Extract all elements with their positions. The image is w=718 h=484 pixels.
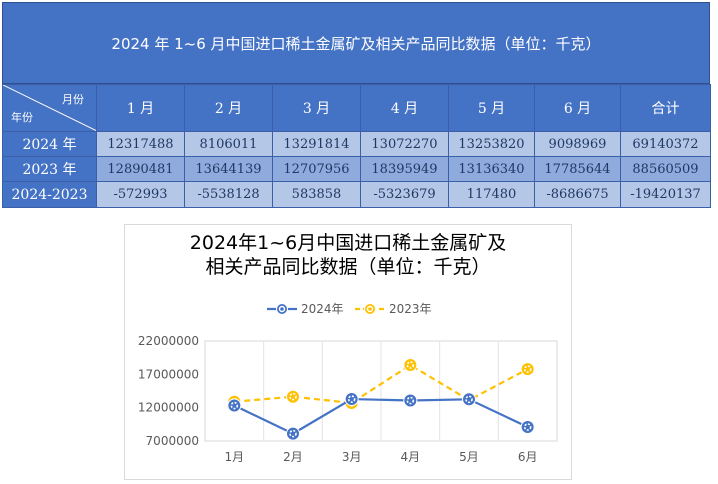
table-cell: 13072270 (360, 131, 449, 157)
data-point (520, 420, 535, 435)
data-table: 2024 年 1~6 月中国进口稀土金属矿及相关产品同比数据（单位：千克） 月份… (2, 2, 711, 208)
x-tick-label: 4月 (401, 450, 421, 464)
table-row: 2024-2023 -572993 -5538128 583858 -53236… (2, 181, 711, 208)
table-cell: 18395949 (360, 156, 449, 182)
data-point-pattern (347, 395, 356, 403)
table-cell: -572993 (96, 181, 185, 208)
table-cell: 17785644 (534, 156, 621, 182)
data-point-pattern (523, 423, 532, 431)
data-point (344, 392, 359, 407)
table-cell: 12890481 (96, 156, 185, 182)
col-header: 6 月 (534, 84, 621, 132)
x-tick-label: 3月 (342, 450, 362, 464)
y-tick-label: 17000000 (138, 367, 199, 381)
legend-marker (276, 303, 288, 315)
data-point-pattern (465, 395, 473, 404)
data-point (227, 398, 242, 413)
data-point-pattern (406, 361, 415, 369)
table-cell: 8106011 (184, 131, 273, 157)
col-header: 5 月 (448, 84, 535, 132)
legend-marker-pattern (278, 305, 286, 313)
row-label: 2024-2023 (2, 181, 97, 208)
col-header: 3 月 (272, 84, 361, 132)
chart-title: 2024年1~6月中国进口稀土金属矿及 相关产品同比数据（单位：千克） (189, 232, 507, 278)
row-label: 2024 年 (2, 131, 97, 157)
corner-diagonal (3, 85, 96, 131)
series-line (233, 397, 529, 435)
data-point-pattern (289, 392, 297, 401)
col-header: 4 月 (360, 84, 449, 132)
table-row: 2023 年 12890481 13644139 12707956 183959… (2, 156, 711, 182)
legend-marker-pattern (366, 305, 374, 313)
table-cell: 69140372 (620, 131, 711, 157)
table-title: 2024 年 1~6 月中国进口稀土金属矿及相关产品同比数据（单位：千克） (2, 2, 710, 84)
y-tick-label: 12000000 (138, 401, 199, 415)
data-point (403, 358, 418, 373)
data-point-pattern (406, 396, 415, 405)
series-line (234, 363, 529, 405)
col-header: 1 月 (96, 84, 185, 132)
table-cell: -5323679 (360, 181, 449, 208)
header-row: 月份 年份 1 月 2 月 3 月 4 月 5 月 6 月 合计 (2, 84, 711, 132)
corner-year-label: 年份 (11, 111, 33, 124)
corner-month-label: 月份 (62, 93, 84, 106)
table-cell: 13644139 (184, 156, 273, 182)
data-point (403, 393, 418, 408)
data-point (520, 362, 535, 377)
legend-label: 2024年 (301, 302, 344, 316)
data-point (286, 426, 300, 441)
row-label: 2023 年 (2, 156, 97, 182)
y-tick-label: 7000000 (146, 434, 199, 448)
legend-label: 2023年 (389, 302, 432, 316)
table-cell: 12317488 (96, 131, 185, 157)
table-cell: 13253820 (448, 131, 535, 157)
table-cell: -5538128 (184, 181, 273, 208)
line-chart: 2024年1~6月中国进口稀土金属矿及 相关产品同比数据（单位：千克） 7000… (124, 224, 572, 480)
table-cell: 583858 (272, 181, 361, 208)
data-point-pattern (523, 365, 532, 373)
y-tick-label: 22000000 (138, 334, 199, 348)
table-cell: 117480 (448, 181, 535, 208)
data-point (286, 389, 300, 404)
table-cell: 88560509 (620, 156, 711, 182)
col-header: 合计 (620, 84, 711, 132)
table-row: 2024 年 12317488 8106011 13291814 1307227… (2, 131, 711, 157)
data-point-pattern (289, 429, 297, 438)
chart-canvas: 7000000 12000000 17000000 22000000 1月 2月 3月 4月 5… (138, 302, 558, 464)
x-tick-label: 6月 (518, 450, 538, 464)
table-cell: 13291814 (272, 131, 361, 157)
x-tick-label: 5月 (459, 450, 479, 464)
table-cell: 12707956 (272, 156, 361, 182)
table-cell: -19420137 (620, 181, 711, 208)
x-tick-label: 1月 (225, 450, 245, 464)
table-cell: 9098969 (534, 131, 621, 157)
legend-marker (364, 303, 376, 315)
col-header: 2 月 (184, 84, 273, 132)
data-point-pattern (230, 401, 239, 410)
data-point (462, 392, 476, 407)
table-cell: -8686675 (534, 181, 621, 208)
table-cell: 13136340 (448, 156, 535, 182)
corner-cell: 月份 年份 (2, 84, 97, 132)
data-grid: 月份 年份 1 月 2 月 3 月 4 月 5 月 6 月 合计 2024 年 … (2, 84, 711, 208)
x-tick-label: 2月 (283, 450, 303, 464)
